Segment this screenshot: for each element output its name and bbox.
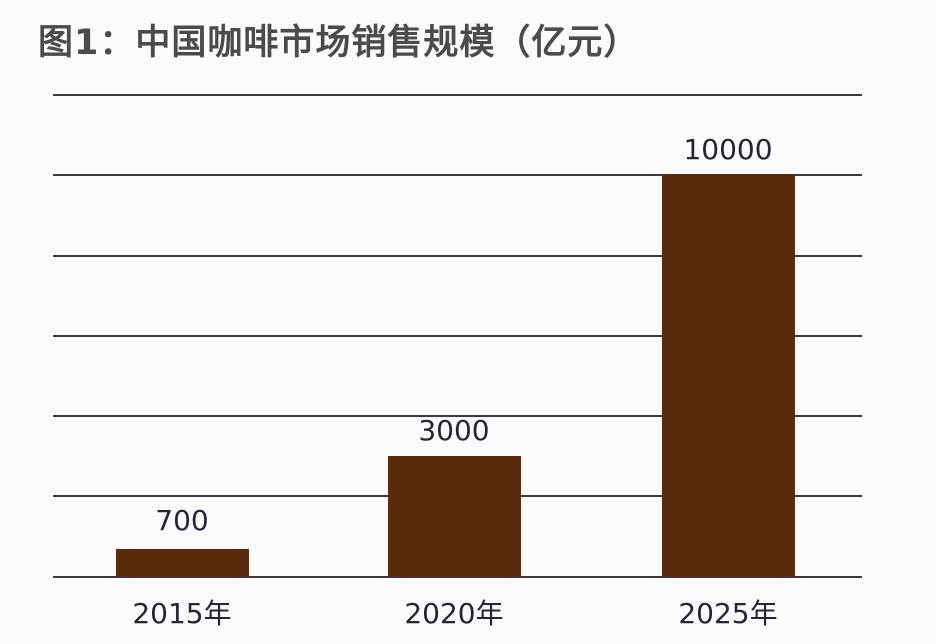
bar-2020: [388, 456, 521, 577]
gridline: [53, 94, 862, 96]
baseline: [53, 576, 862, 578]
bar-2025: [662, 174, 795, 577]
value-label-2015: 700: [155, 504, 209, 537]
value-label-2020: 3000: [418, 414, 490, 447]
x-tick-2020: 2020年: [404, 597, 504, 630]
chart-title: 图1：中国咖啡市场销售规模（亿元）: [38, 23, 640, 63]
value-label-2025: 10000: [683, 133, 773, 166]
x-tick-2015: 2015年: [132, 597, 232, 630]
bar-2015: [116, 549, 249, 577]
gridline: [53, 335, 862, 337]
gridline: [53, 174, 862, 176]
gridline: [53, 415, 862, 417]
gridline: [53, 255, 862, 257]
x-tick-2025: 2025年: [678, 597, 778, 630]
